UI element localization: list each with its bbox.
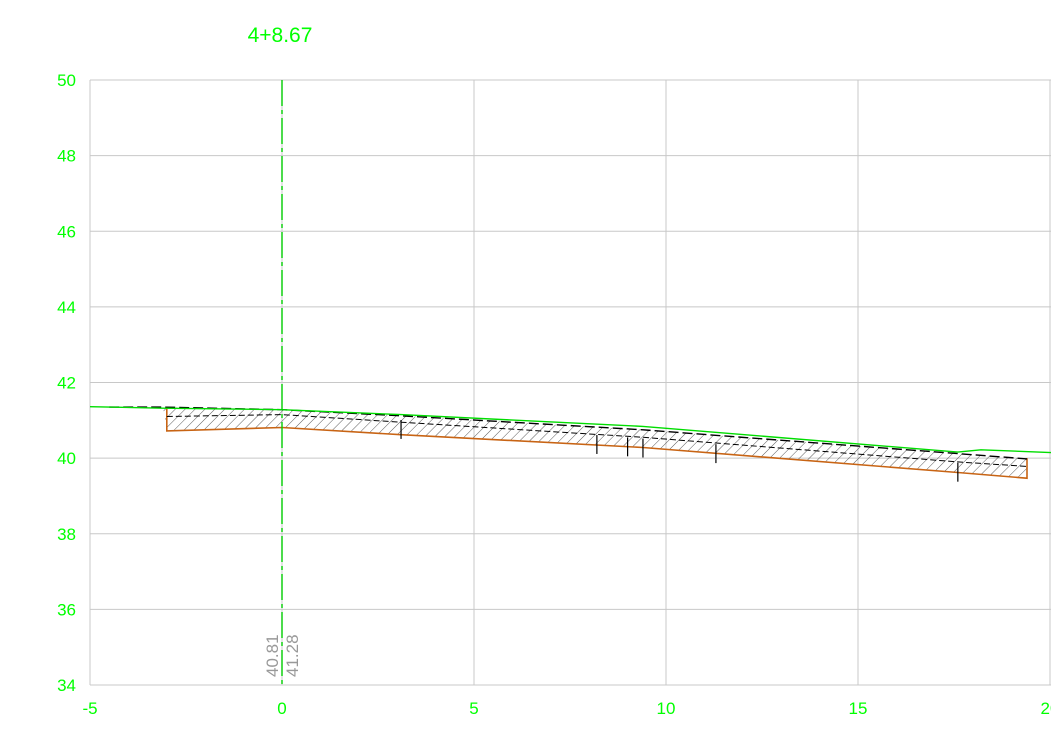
grid-layer: [89, 79, 1051, 686]
formation-bottom-line: [166, 407, 1028, 480]
chart-title: 4+8.67: [248, 24, 313, 47]
y-tick-label: 48: [57, 147, 76, 166]
marks-layer: [89, 80, 1051, 685]
y-tick-label: 46: [57, 222, 76, 241]
y-tick-label: 38: [57, 525, 76, 544]
y-tick-label: 36: [57, 600, 76, 619]
x-tick-label: 15: [849, 699, 868, 718]
y-tick-label: 42: [57, 374, 76, 393]
x-tick-label: 0: [277, 699, 286, 718]
y-tick-label: 50: [57, 71, 76, 90]
y-tick-label: 34: [57, 676, 76, 695]
x-tick-label: 5: [469, 699, 478, 718]
sublayer-top-line: [166, 414, 1028, 467]
existing-ground-line: [89, 406, 1051, 454]
centerline-elevation-label: 40.81: [263, 634, 282, 677]
y-tick-label: 40: [57, 449, 76, 468]
x-tick-label: 10: [657, 699, 676, 718]
x-tick-label: 20: [1041, 699, 1051, 718]
centerline-elevation-label: 41.28: [283, 634, 302, 677]
x-tick-label: -5: [82, 699, 97, 718]
y-tick-label: 44: [57, 298, 76, 317]
